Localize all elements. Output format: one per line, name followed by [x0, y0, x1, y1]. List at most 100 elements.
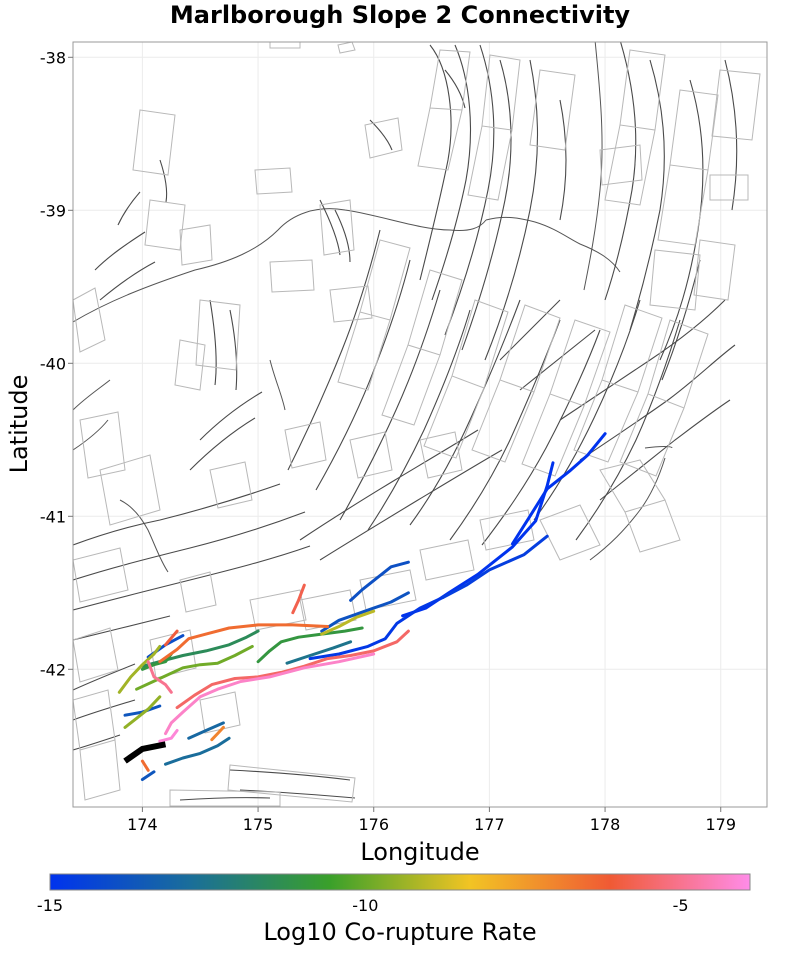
- fault-surface: [132, 109, 186, 251]
- fault-surface: [693, 239, 736, 301]
- connected-section: [164, 652, 376, 736]
- connected-section: [117, 644, 162, 694]
- colorbar-label: Log10 Co-rupture Rate: [263, 918, 536, 946]
- fault-trace: [339, 289, 441, 521]
- coastline: [119, 499, 169, 573]
- x-tick-label: 179: [705, 815, 736, 834]
- fault-surface: [657, 89, 719, 246]
- connected-section: [401, 461, 555, 618]
- fault-trace: [99, 261, 156, 301]
- connected-section: [320, 609, 376, 636]
- fault-surface: [529, 69, 576, 151]
- fault-trace: [519, 329, 596, 391]
- connected-section: [123, 695, 162, 729]
- fault-trace: [73, 663, 136, 691]
- y-tick-label: -42: [40, 660, 66, 679]
- fault-surface: [319, 199, 355, 256]
- colorbar-ticks: -15 -10 -5: [37, 896, 689, 915]
- grid-lines: [73, 42, 767, 807]
- fault-trace: [209, 299, 217, 386]
- fault-trace: [629, 59, 665, 331]
- coastline: [485, 216, 621, 273]
- source-section: [123, 741, 167, 764]
- fault-trace: [575, 319, 681, 541]
- connected-section: [256, 626, 364, 664]
- connected-section: [158, 729, 179, 743]
- fault-surface: [649, 249, 701, 311]
- coastline: [589, 457, 666, 561]
- fault-trace: [179, 797, 271, 801]
- fault-trace: [579, 344, 736, 461]
- connected-section: [308, 595, 445, 661]
- fault-surface: [209, 461, 253, 509]
- x-tick-label: 177: [474, 815, 505, 834]
- coastline: [644, 446, 673, 449]
- y-tick-label: -38: [40, 48, 66, 67]
- colorbar-tick-label: -15: [37, 896, 63, 915]
- connected-section: [135, 644, 254, 691]
- fault-surface: [73, 689, 121, 801]
- fault-surface: [179, 571, 217, 613]
- fault-surface: [73, 627, 119, 683]
- fault-trace: [481, 329, 601, 546]
- fault-surface: [199, 691, 241, 734]
- x-tick-label: 174: [127, 815, 158, 834]
- fault-trace: [73, 511, 306, 581]
- fault-surface: [254, 167, 293, 195]
- connected-section: [349, 560, 410, 602]
- fault-surface: [419, 431, 463, 479]
- fault-surface: [521, 319, 611, 477]
- connected-section: [291, 583, 306, 615]
- coastline: [73, 419, 109, 451]
- x-tick-label: 176: [358, 815, 389, 834]
- fault-trace: [73, 545, 311, 611]
- connected-section: [187, 721, 225, 740]
- connected-section: [164, 629, 179, 647]
- plot-frame: [72, 41, 768, 808]
- fault-surface: [423, 299, 509, 459]
- connected-section: [164, 736, 231, 766]
- fault-trace: [449, 319, 561, 541]
- fault-surface: [249, 589, 357, 631]
- connected-section: [441, 534, 549, 599]
- fault-surface: [329, 285, 373, 323]
- x-tick-label: 175: [243, 815, 274, 834]
- coastline: [73, 208, 487, 323]
- fault-surface: [479, 509, 535, 551]
- fault-trace: [73, 734, 121, 751]
- connected-section: [511, 432, 607, 546]
- fault-trace: [239, 789, 356, 799]
- fault-surface: [179, 224, 213, 266]
- fault-trace: [499, 299, 561, 361]
- x-tick-label: 178: [590, 815, 621, 834]
- fault-surface: [364, 117, 403, 159]
- y-tick-label: -40: [40, 354, 66, 373]
- fault-surface: [573, 304, 663, 463]
- coastline: [269, 359, 286, 411]
- fault-surface: [284, 421, 327, 469]
- fault-surface: [599, 459, 681, 553]
- fault-trace: [724, 59, 738, 211]
- fault-trace: [299, 429, 479, 541]
- fault-surface: [381, 269, 463, 426]
- fault-trace: [94, 231, 146, 271]
- fault-surface: [539, 504, 601, 561]
- fault-surface: [349, 431, 393, 479]
- fault-trace: [484, 59, 539, 361]
- fault-trace: [229, 309, 238, 391]
- fault-trace: [444, 69, 466, 109]
- fault-trace: [334, 209, 351, 263]
- fault-trace: [604, 42, 637, 301]
- fault-surface: [73, 287, 106, 353]
- fault-trace: [315, 259, 411, 491]
- connected-section: [320, 591, 410, 633]
- fault-trace: [599, 399, 731, 501]
- fault-surface: [169, 789, 281, 807]
- fault-surface: [359, 569, 417, 611]
- fault-trace: [461, 59, 512, 351]
- fault-background: [73, 42, 761, 807]
- fault-surface: [467, 54, 521, 201]
- connected-section: [210, 725, 225, 742]
- connected-section: [140, 770, 156, 781]
